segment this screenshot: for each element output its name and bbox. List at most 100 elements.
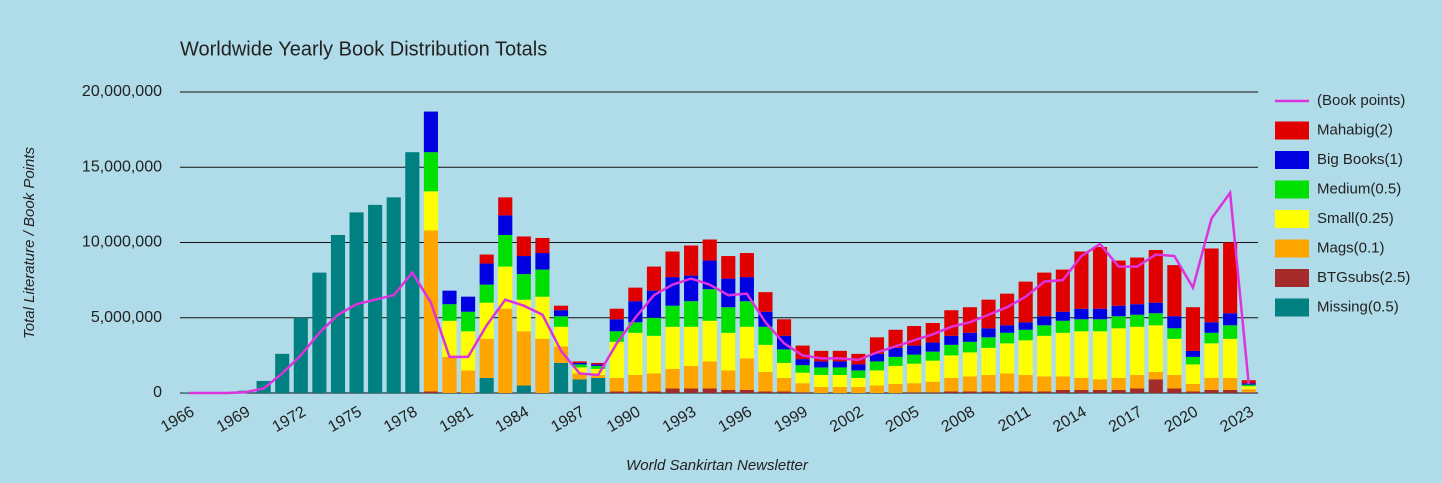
bar-segment	[721, 256, 736, 279]
bar-segment	[739, 389, 754, 393]
bar-segment	[461, 311, 476, 332]
bar-segment	[1111, 377, 1126, 390]
bar-segment	[1130, 326, 1145, 375]
bar-segment	[1167, 328, 1182, 339]
bar-segment	[776, 319, 792, 336]
bar-segment	[1037, 335, 1052, 377]
bar-segment	[795, 359, 810, 366]
bar-segment	[1018, 391, 1033, 393]
bar-segment	[628, 391, 643, 393]
bar-segment	[814, 350, 829, 362]
bar-segment	[609, 331, 624, 342]
legend-swatch	[1275, 239, 1309, 258]
bar-segment	[1204, 389, 1219, 393]
bar-segment	[591, 374, 606, 378]
bar-segment	[1241, 392, 1256, 393]
bar-segment	[1000, 332, 1015, 344]
bar-segment	[739, 277, 754, 302]
bar-segment	[832, 374, 847, 387]
bar-segment	[516, 236, 531, 257]
bar-segment	[684, 245, 699, 276]
bar-segment	[423, 391, 438, 393]
bar-segment	[1037, 391, 1052, 393]
bar-segment	[1000, 325, 1015, 333]
legend-label: Medium(0.5)	[1317, 180, 1401, 197]
bar-segment	[1241, 384, 1256, 387]
bar-segment	[739, 358, 754, 390]
bar-segment	[1074, 377, 1089, 390]
bar-segment	[1074, 331, 1089, 378]
bar-segment	[1074, 389, 1089, 393]
bar-segment	[925, 323, 940, 343]
bar-segment	[665, 368, 680, 389]
bar-segment	[832, 367, 847, 375]
bar-segment	[925, 381, 940, 393]
bar-segment	[962, 307, 977, 333]
bar-segment	[591, 368, 606, 375]
bar-segment	[1185, 391, 1201, 393]
bar-segment	[925, 342, 940, 352]
bar-segment	[665, 326, 680, 369]
bar-segment	[1000, 391, 1015, 393]
bar-segment	[1055, 332, 1070, 377]
bar-segment	[907, 392, 922, 393]
bar-segment	[981, 391, 996, 393]
bar-segment	[907, 345, 922, 355]
bar-segment	[1092, 319, 1108, 332]
bar-segment	[516, 274, 531, 300]
bar-segment	[795, 365, 810, 373]
bar-segment	[739, 301, 754, 327]
bar-segment	[1037, 272, 1052, 317]
bar-segment	[702, 239, 717, 261]
bar-segment	[869, 370, 885, 386]
bar-segment	[553, 310, 569, 317]
bar-segment	[814, 361, 829, 368]
bar-segment	[758, 371, 773, 392]
bar-segment	[1204, 322, 1219, 333]
bar-segment	[758, 344, 773, 372]
bar-segment	[1241, 386, 1256, 390]
bar-segment	[795, 392, 810, 393]
bar-segment	[572, 362, 587, 365]
y-tick-label: 5,000,000	[91, 309, 162, 326]
bar-segment	[349, 212, 364, 393]
bar-segment	[1037, 316, 1052, 326]
bar-segment	[516, 256, 531, 275]
legend-swatch	[1275, 298, 1309, 317]
bar-segment	[1092, 389, 1108, 393]
bar-segment	[869, 337, 885, 354]
bar-segment	[869, 361, 885, 371]
bar-segment	[628, 301, 643, 323]
bar-segment	[888, 329, 903, 348]
bar-segment	[553, 346, 569, 363]
bar-segment	[1055, 376, 1070, 390]
legend-label: Mahabig(2)	[1317, 121, 1393, 138]
bar-segment	[721, 307, 736, 333]
bar-segment	[684, 365, 699, 389]
bar-segment	[702, 361, 717, 389]
bar-segment	[1018, 340, 1033, 375]
bar-segment	[1167, 388, 1182, 393]
legend-label: Big Books(1)	[1317, 151, 1403, 168]
bar-segment	[1130, 257, 1145, 305]
bar-segment	[1018, 374, 1033, 392]
y-axis-title: Total Literature / Book Points	[21, 146, 38, 339]
bar-segment	[646, 290, 662, 318]
bar-segment	[609, 308, 624, 320]
bar-segment	[776, 377, 792, 392]
legend-swatch	[1275, 210, 1309, 228]
bar-segment	[1204, 248, 1219, 323]
bar-segment	[1055, 311, 1070, 321]
line-series	[189, 189, 1250, 395]
bar-segment	[442, 290, 457, 305]
bar-segment	[981, 374, 996, 392]
bar-segment	[888, 356, 903, 366]
bar-segment	[776, 362, 792, 378]
bar-segment	[1111, 260, 1126, 306]
bar-segment	[1092, 247, 1108, 309]
bar-segment	[1148, 379, 1163, 393]
bar-segment	[1148, 302, 1163, 314]
bar-segment	[1018, 329, 1033, 341]
bar-segment	[721, 278, 736, 308]
